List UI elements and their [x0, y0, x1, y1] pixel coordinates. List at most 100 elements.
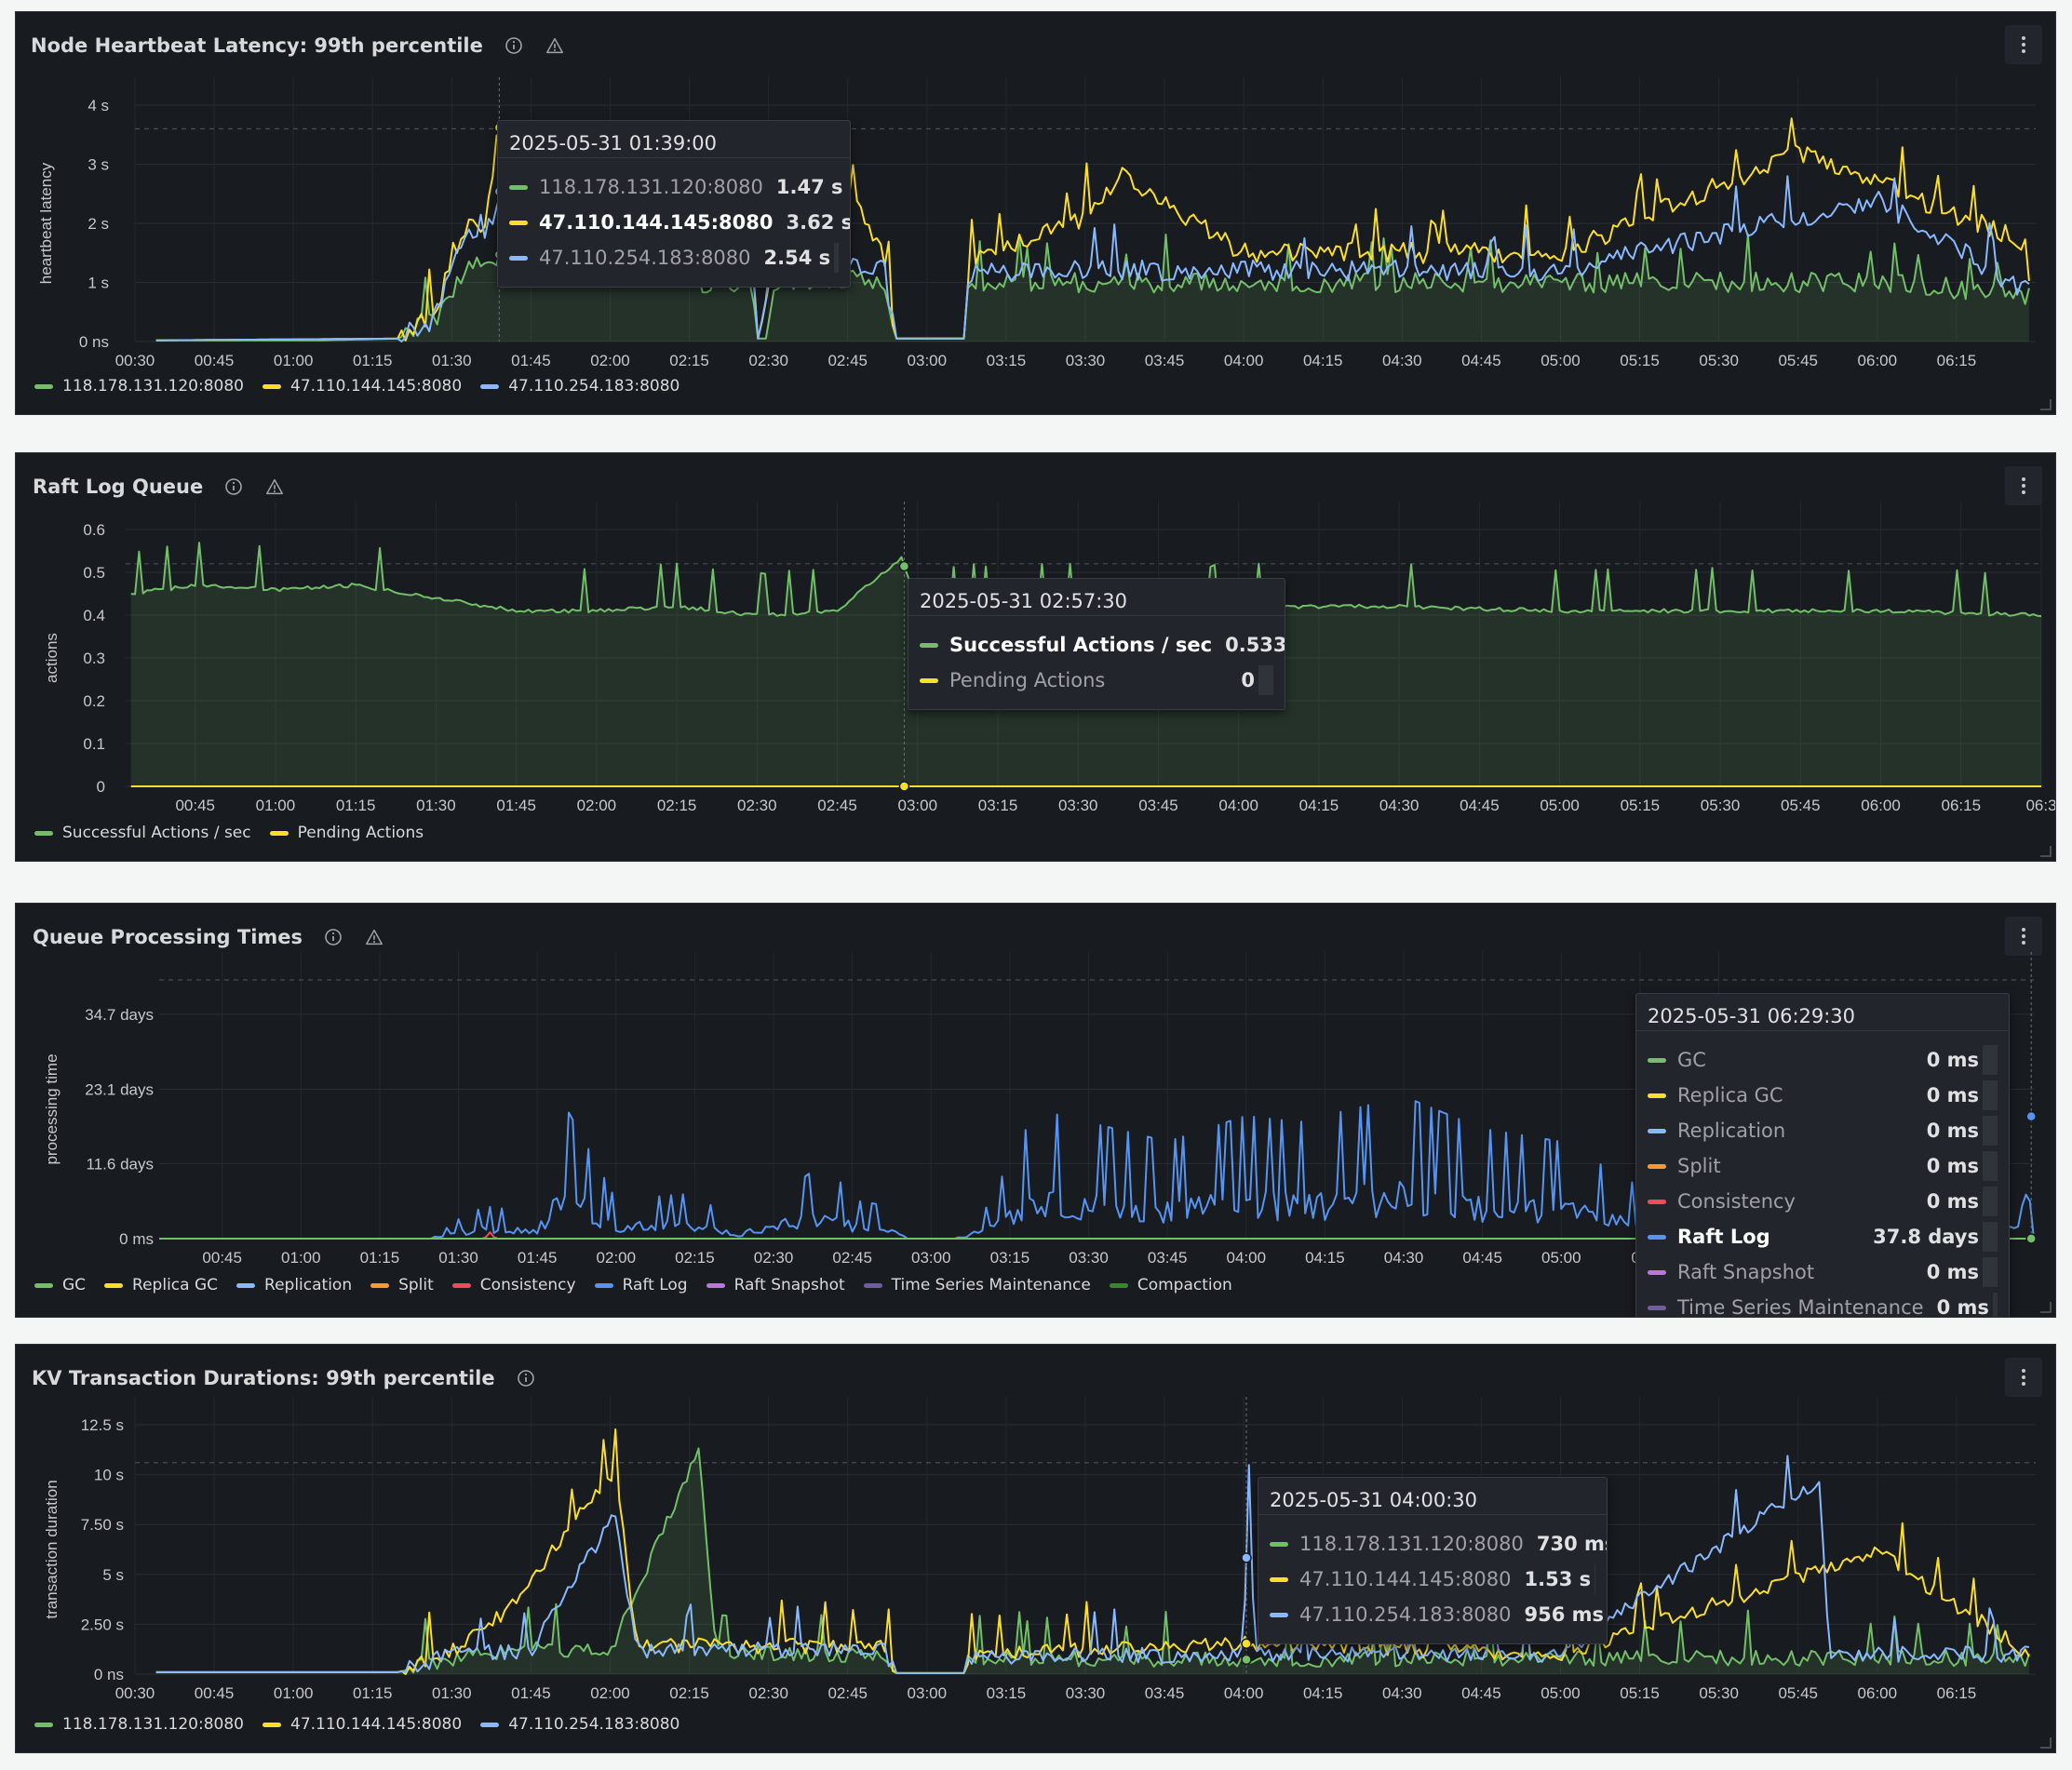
x-tick-label: 05:30	[1699, 352, 1739, 369]
resize-handle[interactable]	[2040, 399, 2052, 410]
legend-item[interactable]: Consistency	[451, 1276, 576, 1294]
legend-item[interactable]: Replication	[236, 1276, 352, 1294]
tooltip-series-value: 730 ms	[1536, 1533, 1607, 1555]
y-tick-label: 2 s	[87, 215, 109, 233]
x-tick-label: 04:00	[1224, 352, 1264, 369]
tooltip-series-value: 0 ms	[1926, 1049, 1979, 1071]
tooltip-series-name: Successful Actions / sec	[949, 634, 1213, 656]
legend-item[interactable]: Compaction	[1109, 1276, 1232, 1294]
legend: Successful Actions / sec Pending Actions	[34, 824, 424, 842]
legend-item[interactable]: Raft Log	[594, 1276, 688, 1294]
x-tick-label: 04:45	[1460, 797, 1500, 814]
kv-transaction-chart[interactable]: 0 ns 2.50 s 5 s 7.50 s 10 s 12.5 s 00:30 00:45 0…	[16, 1345, 2056, 1753]
x-tick-label: 05:00	[1541, 1684, 1581, 1702]
y-axis-label: transaction duration	[43, 1480, 61, 1618]
legend-item[interactable]: Replica GC	[104, 1276, 218, 1294]
tooltip-series-name: 47.110.254.183:8080	[539, 247, 751, 269]
warning-icon[interactable]	[264, 476, 285, 497]
kebab-menu-icon	[2022, 1369, 2025, 1386]
heartbeat-latency-chart[interactable]: 0 ns 1 s 2 s 3 s 4 s 00:30 00:45 01:00 01:15 01:3…	[16, 12, 2056, 415]
tooltip-series-value: 1.47 s	[775, 176, 843, 198]
x-tick-label: 03:15	[990, 1249, 1030, 1267]
x-tick-label: 04:15	[1303, 352, 1343, 369]
tooltip-row: Split 0 ms	[1648, 1148, 1998, 1184]
y-tick-label: 0.6	[83, 521, 105, 539]
warning-icon[interactable]	[364, 927, 384, 947]
tooltip-scroll-marker	[834, 243, 839, 273]
panel-kv-transaction-durations: KV Transaction Durations: 99th percentil…	[15, 1344, 2056, 1753]
info-icon[interactable]	[323, 927, 343, 947]
x-tick-label: 02:00	[577, 797, 617, 814]
hover-tooltip: 2025-05-31 02:57:30 Successful Actions /…	[908, 578, 1285, 710]
tooltip-row: Successful Actions / sec 0.533	[920, 627, 1285, 663]
x-tick-label: 03:30	[1066, 1684, 1106, 1702]
resize-handle[interactable]	[2040, 1737, 2052, 1749]
x-tick-label: 05:15	[1620, 352, 1660, 369]
x-tick-label: 04:15	[1303, 1684, 1343, 1702]
x-tick-label: 01:30	[416, 797, 456, 814]
legend-item[interactable]: 47.110.254.183:8080	[480, 1715, 679, 1734]
info-icon[interactable]	[223, 476, 244, 497]
info-icon[interactable]	[504, 35, 524, 56]
legend-item[interactable]: 47.110.144.145:8080	[262, 1715, 462, 1734]
tooltip-row: 47.110.144.145:8080 1.53 s	[1270, 1562, 1595, 1597]
tooltip-scroll-marker	[1983, 1222, 1998, 1252]
panel-menu-button[interactable]	[2005, 25, 2042, 64]
legend-item[interactable]: Split	[370, 1276, 434, 1294]
x-tick-label: 01:30	[432, 1684, 472, 1702]
tooltip-series-name: Consistency	[1677, 1190, 1796, 1213]
legend-item[interactable]: Raft Snapshot	[706, 1276, 845, 1294]
warning-icon[interactable]	[545, 35, 565, 56]
hover-tooltip: 2025-05-31 01:39:00 118.178.131.120:8080…	[497, 120, 851, 288]
legend-item[interactable]: GC	[34, 1276, 86, 1294]
info-icon[interactable]	[516, 1368, 536, 1388]
panel-menu-button[interactable]	[2005, 917, 2042, 956]
x-tick-label: 02:30	[737, 797, 777, 814]
hover-point	[1241, 1638, 1252, 1650]
x-tick-label: 04:45	[1462, 1249, 1502, 1267]
series-line	[155, 1455, 2030, 1674]
x-tick-label: 06:3	[2025, 797, 2056, 814]
legend-item[interactable]: Time Series Maintenance	[863, 1276, 1091, 1294]
x-tick-label: 05:15	[1621, 797, 1661, 814]
x-tick-label: 00:45	[195, 352, 235, 369]
y-tick-label: 0.2	[83, 692, 105, 710]
x-tick-label: 06:15	[1941, 797, 1981, 814]
x-tick-label: 00:30	[115, 352, 155, 369]
x-tick-label: 01:00	[256, 797, 296, 814]
panel-raft-log-queue: Raft Log Queue 0 0.1 0.2 0.3 0.4 0.5 0.6 00:45 0…	[15, 452, 2056, 862]
legend-item[interactable]: 118.178.131.120:8080	[34, 1715, 244, 1734]
panel-title: KV Transaction Durations: 99th percentil…	[32, 1367, 495, 1389]
resize-handle[interactable]	[2040, 1302, 2052, 1313]
x-tick-label: 03:15	[978, 797, 1018, 814]
panel-title: Raft Log Queue	[33, 476, 204, 498]
tooltip-row: Replication 0 ms	[1648, 1113, 1998, 1148]
resize-handle[interactable]	[2040, 846, 2052, 857]
legend-item[interactable]: 47.110.254.183:8080	[480, 377, 679, 396]
y-tick-label: 0 ns	[94, 1666, 124, 1683]
x-tick-label: 01:00	[281, 1249, 321, 1267]
legend-item[interactable]: 47.110.144.145:8080	[262, 377, 462, 396]
panel-menu-button[interactable]	[2005, 466, 2042, 505]
hover-point	[898, 781, 910, 792]
tooltip-series-value: 0 ms	[1926, 1155, 1979, 1177]
series-area	[155, 1448, 2029, 1674]
x-tick-label: 05:30	[1699, 1684, 1739, 1702]
series-line	[155, 227, 2030, 342]
tooltip-scroll-marker	[1983, 1187, 1998, 1216]
x-tick-label: 06:00	[1858, 352, 1898, 369]
legend-item[interactable]: Successful Actions / sec	[34, 824, 251, 842]
series-line	[155, 175, 2030, 342]
x-tick-label: 02:30	[748, 352, 788, 369]
panel-menu-button[interactable]	[2005, 1358, 2042, 1397]
tooltip-row: Raft Log 37.8 days	[1648, 1219, 1998, 1254]
hover-tooltip: 2025-05-31 04:00:30 118.178.131.120:8080…	[1258, 1477, 1608, 1644]
series-line	[155, 1447, 2030, 1674]
legend: 118.178.131.120:8080 47.110.144.145:8080…	[34, 377, 679, 396]
legend-item[interactable]: Pending Actions	[269, 824, 424, 842]
x-tick-label: 03:15	[987, 1684, 1027, 1702]
x-tick-label: 03:15	[987, 352, 1027, 369]
legend-item[interactable]: 118.178.131.120:8080	[34, 377, 244, 396]
tooltip-row: Replica GC 0 ms	[1648, 1078, 1998, 1113]
tooltip-scroll-marker	[1983, 1080, 1998, 1110]
